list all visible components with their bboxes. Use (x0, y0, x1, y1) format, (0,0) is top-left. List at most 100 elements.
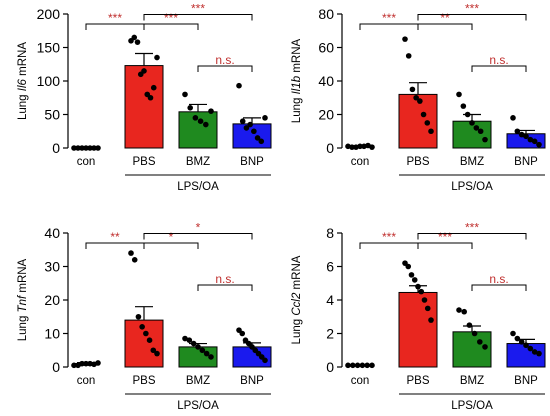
data-point-con (75, 145, 81, 151)
significance-label: n.s. (215, 53, 234, 67)
y-tick-label: 80 (318, 6, 334, 22)
data-point-pbs (428, 317, 434, 323)
data-point-bnp (514, 335, 521, 342)
y-axis-label: Lung Il6 mRNA (17, 42, 29, 120)
chart-panel-3: 0 10 20 30 40 Lung Tnf mRNA con PBS BMZ BNP LPS/OA… (17, 221, 272, 412)
data-point-bmz (477, 128, 484, 135)
significance-bracket (471, 65, 527, 72)
data-point-bnp (262, 115, 268, 121)
y-label-suffix: mRNA (291, 255, 303, 292)
y-axis-label: Lung Il1b mRNA (291, 38, 303, 123)
data-point-bnp (518, 339, 525, 345)
data-point-con (350, 362, 356, 369)
data-point-pbs (405, 263, 412, 270)
bar-bnp (232, 346, 272, 368)
data-point-bnp (527, 136, 534, 143)
data-point-bmz (482, 344, 488, 350)
data-point-bmz (187, 105, 193, 111)
data-point-bmz (190, 340, 197, 347)
data-point-pbs (139, 324, 145, 330)
y-label-prefix: Lung (17, 312, 29, 341)
y-label-gene: Tnf (17, 294, 29, 312)
data-point-pbs (143, 330, 149, 337)
data-point-bmz (473, 125, 480, 131)
data-point-bnp (510, 115, 516, 121)
significance-label: *** (465, 2, 479, 16)
significance-bracket (143, 14, 253, 21)
y-tick-label: 4 (326, 292, 334, 308)
data-point-bnp (247, 121, 253, 128)
data-point-bnp (514, 128, 521, 135)
significance-bracket (197, 65, 253, 72)
y-tick-label: 20 (44, 292, 60, 308)
significance-label: *** (382, 11, 396, 25)
data-point-con (95, 145, 101, 151)
category-label-bmz: BMZ (186, 375, 210, 387)
y-label-gene: Il1b (291, 75, 303, 94)
y-tick-label: 20 (318, 107, 334, 123)
data-point-pbs (428, 128, 434, 135)
y-tick-label: 0 (52, 359, 60, 375)
data-point-bnp (254, 135, 261, 141)
significance-label: *** (382, 230, 396, 244)
y-tick-label: 0 (326, 359, 334, 375)
significance-bracket (143, 233, 253, 240)
data-point-con (345, 362, 351, 369)
data-point-bmz (464, 111, 471, 118)
y-tick-label: 0 (52, 140, 60, 156)
data-point-con (369, 362, 375, 369)
significance-bracket (471, 284, 527, 291)
significance-bracket (417, 233, 527, 240)
significance-label: *** (164, 11, 178, 25)
category-label-con: con (351, 156, 370, 168)
data-point-bmz (182, 335, 188, 342)
data-point-pbs (409, 86, 416, 93)
y-tick-label: 50 (44, 107, 60, 123)
significance-label: *** (108, 11, 122, 25)
data-point-bmz (477, 339, 483, 345)
data-point-con (87, 145, 93, 151)
y-label-prefix: Lung (17, 91, 29, 120)
y-label-prefix: Lung (291, 94, 303, 123)
y-tick-label: 200 (37, 6, 61, 22)
category-label-pbs: PBS (406, 156, 429, 168)
significance-label: n.s. (215, 272, 234, 286)
category-label-con: con (77, 156, 96, 168)
significance-bracket (143, 242, 199, 249)
data-point-pbs (402, 36, 408, 42)
data-point-pbs (154, 350, 160, 357)
data-point-bmz (182, 91, 188, 98)
significance-bracket (417, 23, 473, 30)
category-label-pbs: PBS (406, 375, 429, 387)
bar-pbs (398, 291, 438, 368)
chart-panel-2: 0 20 40 60 80 Lung Il1b mRNA con PBS BMZ BNP LPS/O… (291, 2, 546, 193)
data-point-bnp (536, 350, 542, 357)
category-label-pbs: PBS (132, 375, 155, 387)
data-point-pbs (135, 313, 142, 320)
data-point-bnp (239, 118, 246, 124)
data-point-pbs (420, 111, 427, 118)
y-tick-label: 6 (326, 259, 334, 275)
category-label-bmz: BMZ (186, 156, 210, 168)
data-point-pbs (415, 283, 421, 290)
data-point-bmz (482, 136, 488, 143)
data-point-bmz (456, 307, 462, 313)
data-point-pbs (421, 297, 428, 303)
y-axis-label: Lung Ccl2 mRNA (291, 255, 303, 344)
data-point-bmz (195, 344, 201, 350)
y-tick-label: 60 (318, 40, 334, 56)
data-point-pbs (134, 39, 141, 45)
data-point-pbs (147, 94, 154, 101)
data-point-pbs (424, 305, 431, 312)
data-point-bmz (197, 118, 204, 124)
data-point-pbs (418, 288, 425, 295)
data-point-con (349, 144, 355, 150)
y-tick-label: 40 (318, 73, 334, 89)
data-point-bnp (258, 138, 265, 145)
y-tick-label: 10 (44, 326, 60, 342)
y-label-gene: Il6 (17, 78, 29, 91)
category-label-bnp: BNP (240, 375, 264, 387)
group-label: LPS/OA (177, 181, 219, 193)
y-label-suffix: mRNA (291, 38, 303, 75)
